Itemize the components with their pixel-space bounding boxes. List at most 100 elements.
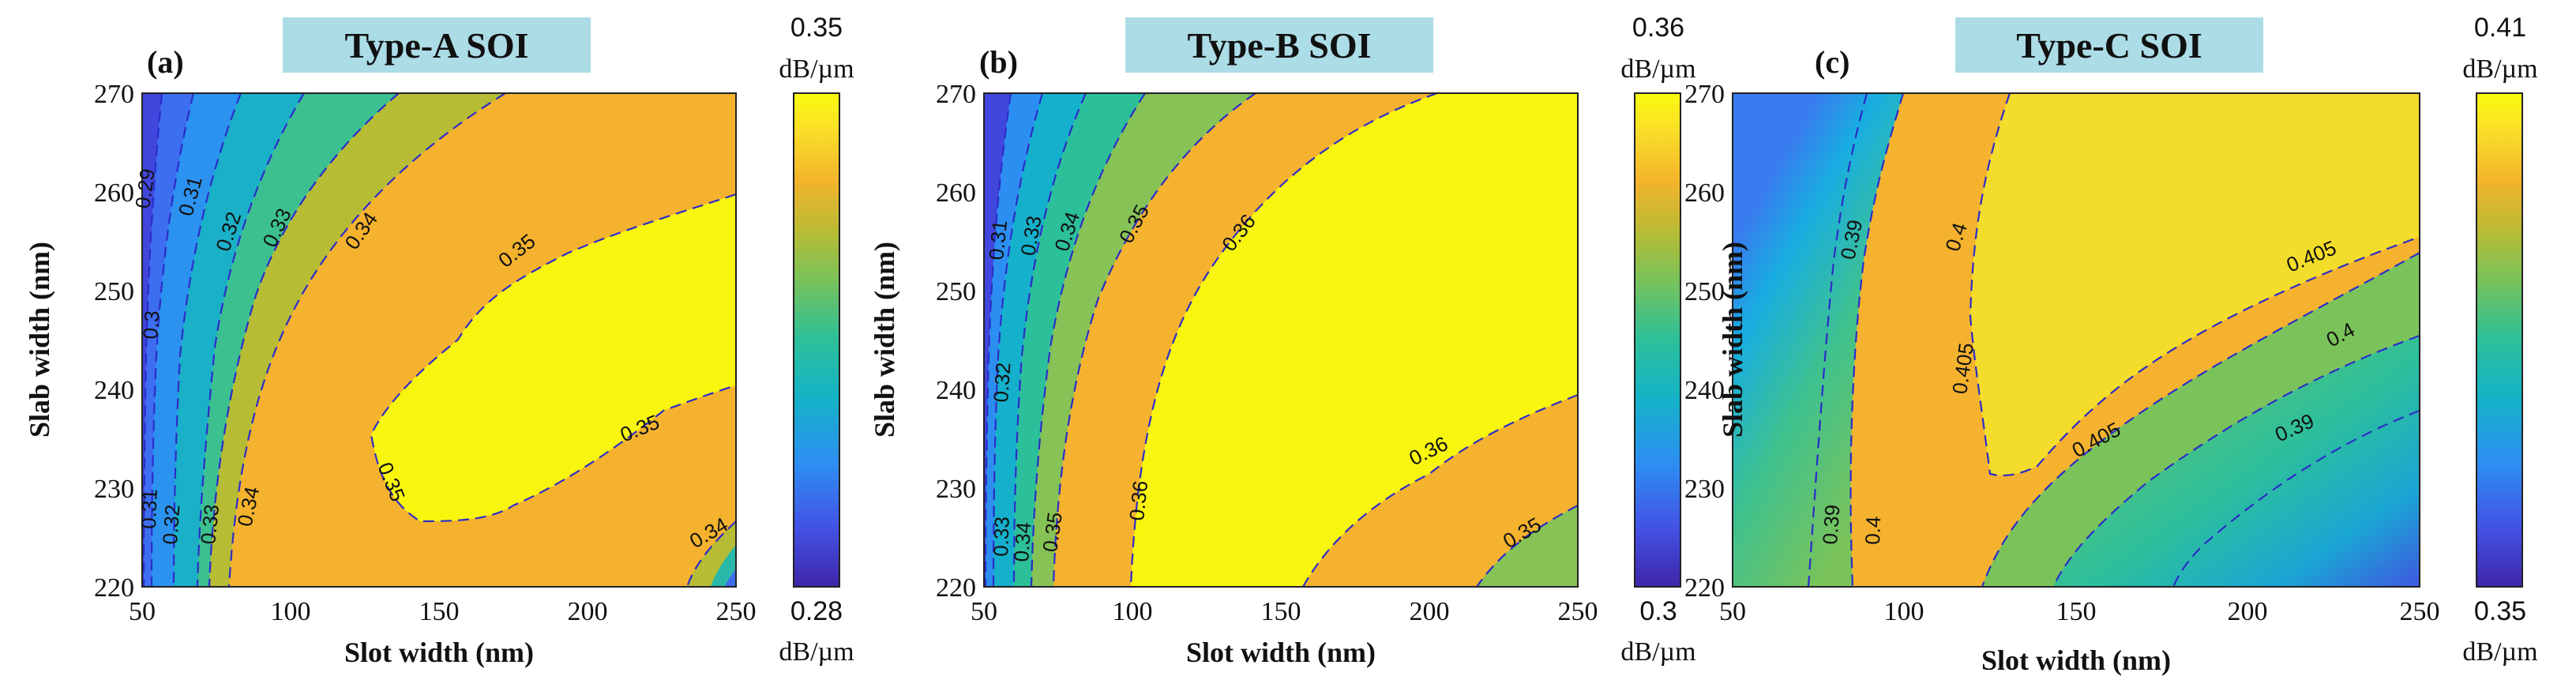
panel-c-contour-lines [1807,93,2420,587]
panel-a-colorbar [793,92,840,588]
panel-b-cbar-unit-top: dB/µm [1620,54,1695,84]
panel-a-xticks: 50 100 150 200 250 [129,597,757,626]
panel-b-label: (b) [979,44,1018,80]
panel-a-band-br2 [711,545,736,587]
panel-c-ytick: 230 [1684,475,1725,504]
panel-c-axes-frame [1732,92,2420,588]
panel-a-xtick: 200 [568,597,608,626]
panel-a-xlabel: Slot width (nm) [344,637,534,668]
panel-c-xtick: 150 [2056,597,2097,626]
panel-c-cbar-max: 0.41 [2474,13,2526,43]
panel-a-axes-frame [141,92,737,588]
panel-c-ytick: 220 [1684,573,1725,603]
panel-a-band-br3 [725,569,736,587]
panel-a-cbar-min: 0.28 [790,596,843,626]
panel-a-xtick: 100 [271,597,311,626]
panel-b-clabel: 0.35 [1038,511,1067,554]
panel-b-xtick: 150 [1261,597,1301,626]
panel-a-ytick: 220 [94,573,134,603]
panel-c-band-br [2053,336,2420,587]
panel-a-clabel: 0.32 [158,504,184,546]
panel-b-ytick: 260 [936,178,976,208]
panel-a-cbar-unit-top: dB/µm [779,54,854,84]
panel-b-title-box [1125,17,1433,73]
panel-a-label: (a) [147,44,184,80]
panel-a-ytick: 250 [94,277,134,306]
panel-b-clabel: 0.36 [1125,479,1152,521]
panel-a-xtick: 150 [419,597,460,626]
panel-a-title: Type-A SOI [344,25,528,66]
panel-a-clabel: 0.3 [138,310,163,340]
panel-a-band-0.35 [371,194,736,521]
panel-b-axes-frame [983,92,1579,588]
panel-a-yticks: 220 230 240 250 260 270 [94,80,134,603]
panel-a-contour-lines [142,93,736,587]
panel-c-xtick: 50 [1719,597,1746,626]
panel-b-band-0.31 [984,93,1011,587]
panel-b-band-br-0.36 [1303,395,1578,587]
panel-a-band-0.29 [142,93,162,587]
panel-a-ytick: 270 [94,80,134,109]
panel-b-ytick: 240 [936,376,976,405]
panel-c-xticks: 50 100 150 200 250 [1719,597,2440,626]
panel-c-ylabel: Slab width (nm) [1717,242,1748,438]
panel-b-ytick: 230 [936,475,976,504]
panel-a-band-0.30 [142,93,193,587]
panel-a-clabel: 0.31 [137,489,162,530]
panel-b-clabel: 0.31 [984,219,1012,261]
panel-a-ytick: 230 [94,475,134,504]
panel-b-title: Type-B SOI [1187,25,1371,66]
panel-b-clabel: 0.34 [1009,521,1035,563]
panel-c-title: Type-C SOI [2016,25,2202,66]
panel-b-xtick: 100 [1113,597,1153,626]
panel-b-ytick: 250 [936,277,976,306]
panel-b-contour-lines [984,93,1578,587]
panel-c-clabel: 0.39 [1818,504,1844,546]
panel-a-cbar-unit-bottom: dB/µm [779,637,854,667]
panel-b-band-0.32 [984,93,1042,587]
panel-c-cbar-min: 0.35 [2474,596,2526,626]
panel-b-ylabel: Slab width (nm) [869,242,900,438]
panel-c-ytick: 270 [1684,80,1725,109]
panel-c-xtick: 200 [2228,597,2268,626]
panel-c-contour-fill [1733,93,2420,587]
panel-b-yticks: 220 230 240 250 260 270 [936,80,976,603]
panel-b-ytick: 270 [936,80,976,109]
panel-a-ytick: 260 [94,178,134,208]
panel-b-xtick: 50 [971,597,997,626]
panel-a-xtick: 250 [716,597,757,626]
panel-c-band-0.405 [1970,93,2420,475]
panel-b-cbar-max: 0.36 [1632,13,1684,43]
panel-a-cbar-max: 0.35 [790,13,843,43]
panel-c-label: (c) [1815,44,1849,80]
panel-a-title-box [283,17,591,73]
panel-c-clabel: 0.4 [1861,516,1885,545]
panel-b-cbar-unit-bottom: dB/µm [1620,637,1695,667]
panel-b-xtick: 250 [1558,597,1598,626]
panel-c-colorbar [2476,92,2523,588]
panel-c-ytick: 240 [1684,376,1725,405]
panel-a-ytick: 240 [94,376,134,405]
panel-c-ytick: 260 [1684,178,1725,208]
panel-a-clabel: 0.33 [196,503,223,545]
panel-c-xtick: 100 [1884,597,1924,626]
panel-c-xlabel: Slot width (nm) [1981,644,2171,676]
panel-b-xticks: 50 100 150 200 250 [971,597,1598,626]
panel-c-title-box [1955,17,2263,73]
panel-a-clabel: 0.29 [130,167,160,210]
panel-b-clabel: 0.32 [989,362,1015,404]
panel-c-ytick: 250 [1684,277,1725,306]
panel-a-ylabel: Slab width (nm) [24,242,55,438]
panel-b-contour-fill [984,93,1578,587]
panel-c-cbar-unit-bottom: dB/µm [2462,637,2537,667]
panel-a-contour-fill [142,93,736,587]
panel-c-xtick: 250 [2400,597,2440,626]
panel-b-clabel: 0.33 [989,517,1014,558]
panel-a: 0.29 0.3 0.31 0.31 0.32 0.32 0.33 0.33 0… [24,13,854,668]
panel-c: 0.39 0.39 0.39 0.4 0.4 0.4 0.405 0.405 0… [1684,13,2538,676]
panel-b-cbar-min: 0.3 [1639,596,1677,626]
panel-b-band-br-0.35 [1477,505,1578,587]
panel-a-xtick: 50 [129,597,156,626]
panel-c-yticks: 220 230 240 250 260 270 [1684,80,1725,603]
